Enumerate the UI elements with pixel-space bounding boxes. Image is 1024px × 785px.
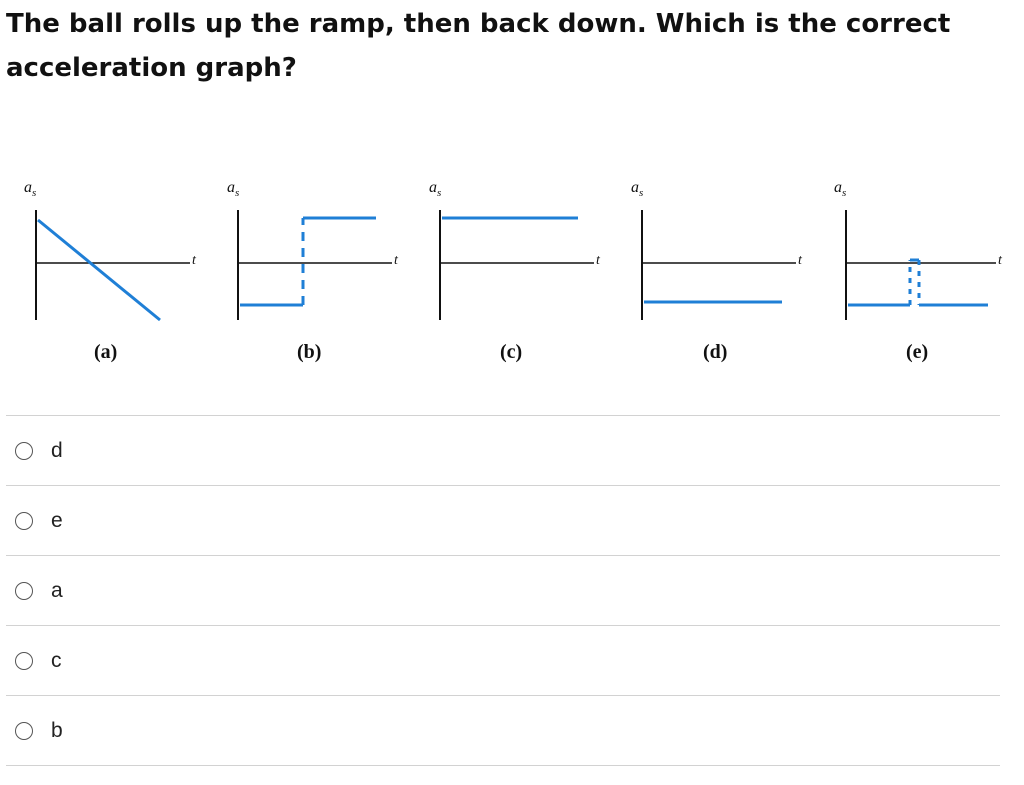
graph-a: as t (a) [24,179,197,363]
graph-d: as t (d) [631,179,803,363]
graph-b-y-label: as [227,179,239,199]
graph-e: as t (e) [834,179,1003,363]
radio-button[interactable] [15,441,33,460]
graph-a-y-label: as [24,179,36,199]
radio-button[interactable] [15,721,33,740]
graph-a-x-label: t [192,253,197,268]
answer-option-c[interactable]: c [6,626,1000,696]
radio-button[interactable] [15,511,33,530]
graph-e-caption: (e) [906,341,928,363]
radio-button[interactable] [15,651,33,670]
answer-option-d[interactable]: d [6,416,1000,486]
graph-e-x-label: t [998,253,1003,268]
graph-e-y-label: as [834,179,846,199]
graph-c: as t (c) [429,179,601,363]
answer-option-e[interactable]: e [6,486,1000,556]
graph-b: as t (b) [227,179,399,363]
graph-d-caption: (d) [703,341,727,363]
answer-label: a [51,578,63,602]
answer-options: d e a c b [6,415,1000,766]
answer-label: b [51,718,63,742]
graph-c-caption: (c) [500,341,522,363]
answer-option-a[interactable]: a [6,556,1000,626]
answer-option-b[interactable]: b [6,696,1000,766]
question-text: The ball rolls up the ramp, then back do… [6,9,951,83]
graph-a-curve [37,218,161,322]
graph-b-x-label: t [394,253,399,268]
radio-button[interactable] [15,581,33,600]
graph-b-caption: (b) [297,341,321,363]
answer-label: c [51,648,62,672]
graph-d-y-label: as [631,179,643,199]
answer-label: e [51,508,63,532]
graph-a-caption: (a) [94,341,117,363]
acceleration-graphs-figure: as t (a) as t (b) as t (c) [0,150,1024,390]
graph-c-x-label: t [596,253,601,268]
graph-c-y-label: as [429,179,441,199]
graph-d-x-label: t [798,253,803,268]
answer-label: d [51,438,63,462]
